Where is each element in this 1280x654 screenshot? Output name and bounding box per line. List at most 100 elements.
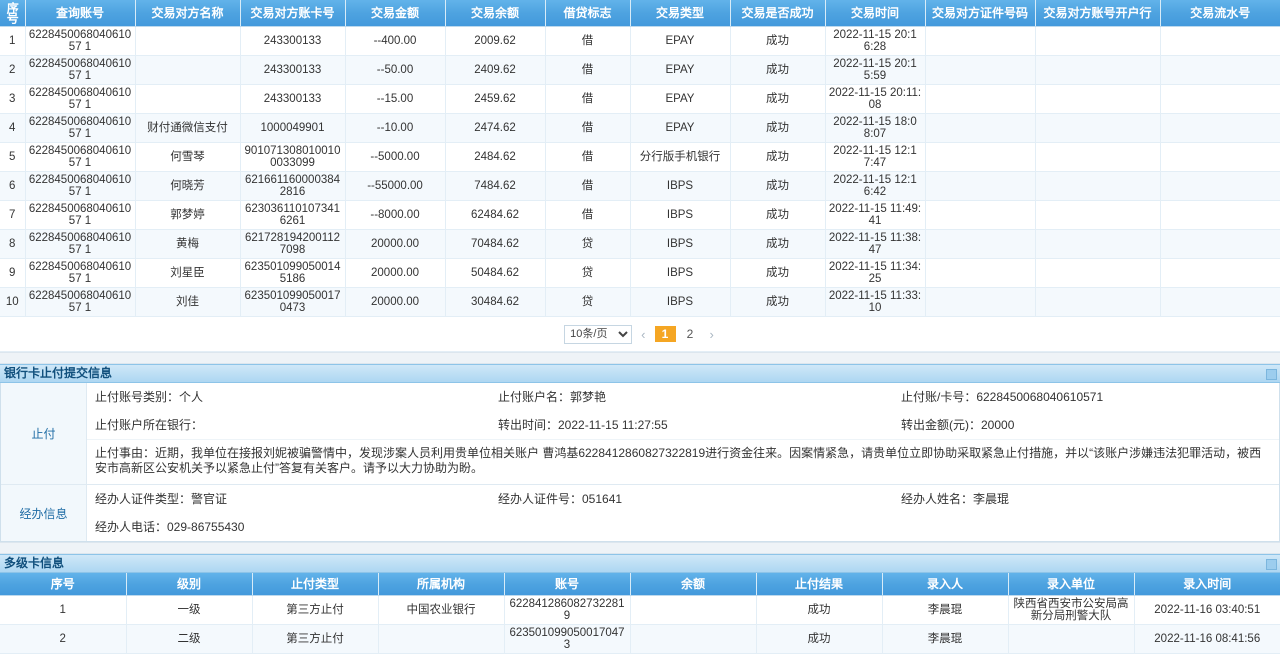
cell-seq: 1	[0, 26, 26, 56]
chevron-right-icon[interactable]: ›	[709, 326, 714, 342]
card-col-header-unit[interactable]: 录入单位	[1008, 573, 1135, 596]
card-col-header-seq[interactable]: 序号	[0, 573, 127, 596]
cell-balance: 2484.62	[445, 142, 546, 172]
card-cell-time: 2022-11-16 03:40:51	[1134, 595, 1280, 625]
card-col-header-stop-type[interactable]: 止付类型	[252, 573, 379, 596]
resize-handle-icon-2[interactable]	[1266, 559, 1277, 570]
multi-card-table: 序号 级别 止付类型 所属机构 账号 余额 止付结果 录入人 录入单位 录入时间…	[0, 573, 1280, 654]
cell-success: 成功	[730, 142, 826, 172]
table-row[interactable]: 2 622845006804061057 1 243300133 --50.00 240…	[0, 55, 1280, 85]
cell-counter-bank	[1035, 229, 1161, 259]
col-header-success[interactable]: 交易是否成功	[730, 0, 826, 27]
card-col-header-org[interactable]: 所属机构	[378, 573, 505, 596]
cell-counter-name: 何晓芳	[135, 171, 241, 201]
field-operator-id-type: 经办人证件类型：警官证	[95, 492, 228, 506]
table-row[interactable]: 4 622845006804061057 1 财付通微信支付 1000049901 --…	[0, 113, 1280, 143]
field-operator-phone: 经办人电话：029-86755430	[95, 520, 245, 534]
cell-seq: 9	[0, 258, 26, 288]
col-header-counter-bank[interactable]: 交易对方账号开户行	[1035, 0, 1161, 27]
table-row[interactable]: 1 一级 第三方止付 中国农业银行 6228412860827322819 成功 李晨琨 陕西…	[0, 595, 1280, 625]
cell-counter-card: 6235010990500170473	[240, 287, 346, 317]
cell-seq: 7	[0, 200, 26, 230]
cell-dc-flag: 借	[545, 113, 631, 143]
cell-seq: 2	[0, 55, 26, 85]
cell-seq: 4	[0, 113, 26, 143]
page-size-select[interactable]: 10条/页20条/页50条/页100条/页	[564, 324, 633, 344]
card-col-header-level[interactable]: 级别	[126, 573, 253, 596]
table-row[interactable]: 7 622845006804061057 1 郭梦婷 6230361101073416…	[0, 200, 1280, 230]
cell-seq: 5	[0, 142, 26, 172]
cell-dc-flag: 贷	[545, 229, 631, 259]
cell-counter-card: 243300133	[240, 55, 346, 85]
card-col-header-account[interactable]: 账号	[504, 573, 631, 596]
stop-fields-line1: 止付账号类别：个人 止付账户名：郭梦艳 止付账/卡号：6228450068040…	[87, 383, 1279, 411]
cell-counter-name: 刘星臣	[135, 258, 241, 288]
col-header-counter-card[interactable]: 交易对方账卡号	[240, 0, 346, 27]
card-col-header-time[interactable]: 录入时间	[1134, 573, 1280, 596]
table-row[interactable]: 1 622845006804061057 1 243300133 --400.00 20…	[0, 26, 1280, 56]
table-row[interactable]: 8 622845006804061057 1 黄梅 62172819420011270…	[0, 229, 1280, 259]
transaction-table-wrapper: 序号 查询账号 交易对方名称 交易对方账卡号 交易金额 交易余额 借贷标志 交易…	[0, 0, 1280, 317]
stop-payment-section-bar[interactable]: 银行卡止付提交信息	[0, 364, 1280, 383]
page-number-1[interactable]: 1	[654, 326, 676, 342]
cell-time: 2022-11-15 11:38:47	[825, 229, 926, 259]
card-col-header-balance[interactable]: 余额	[630, 573, 757, 596]
info-label-operator: 经办信息	[1, 485, 87, 541]
cell-time: 2022-11-15 11:34:25	[825, 258, 926, 288]
col-header-dc-flag[interactable]: 借贷标志	[545, 0, 631, 27]
chevron-left-icon[interactable]: ‹	[641, 326, 646, 342]
card-cell-balance	[630, 624, 757, 654]
section-gap-2	[0, 542, 1280, 554]
card-col-header-operator[interactable]: 录入人	[882, 573, 1009, 596]
cell-counter-bank	[1035, 200, 1161, 230]
cell-success: 成功	[730, 171, 826, 201]
multi-card-section-bar[interactable]: 多级卡信息	[0, 554, 1280, 573]
card-cell-seq: 1	[0, 595, 127, 625]
table-row[interactable]: 3 622845006804061057 1 243300133 --15.00 245…	[0, 84, 1280, 114]
cell-counter-bank	[1035, 258, 1161, 288]
cell-account: 622845006804061057 1	[25, 26, 136, 56]
cell-serial	[1160, 287, 1280, 317]
col-header-account[interactable]: 查询账号	[25, 0, 136, 27]
cell-counter-name	[135, 55, 241, 85]
col-header-serial[interactable]: 交易流水号	[1160, 0, 1280, 27]
resize-handle-icon[interactable]	[1266, 369, 1277, 380]
info-body-stop: 止付账号类别：个人 止付账户名：郭梦艳 止付账/卡号：6228450068040…	[87, 383, 1279, 484]
table-row[interactable]: 10 622845006804061057 1 刘佳 6235010990500170…	[0, 287, 1280, 317]
col-header-type[interactable]: 交易类型	[630, 0, 731, 27]
info-body-operator: 经办人证件类型：警官证 经办人证件号：051641 经办人姓名：李晨琨 经办人电…	[87, 485, 1279, 541]
transaction-header-row: 序号 查询账号 交易对方名称 交易对方账卡号 交易金额 交易余额 借贷标志 交易…	[0, 0, 1280, 27]
info-row-operator: 经办信息 经办人证件类型：警官证 经办人证件号：051641 经办人姓名：李晨琨…	[1, 485, 1279, 541]
cell-balance: 62484.62	[445, 200, 546, 230]
cell-counter-id	[925, 200, 1036, 230]
cell-counter-id	[925, 142, 1036, 172]
table-row[interactable]: 2 二级 第三方止付 6235010990500170473 成功 李晨琨 2022-11-…	[0, 624, 1280, 654]
card-cell-unit: 陕西省西安市公安局高新分局刑警大队	[1008, 595, 1135, 625]
table-row[interactable]: 9 622845006804061057 1 刘星臣 6235010990500145…	[0, 258, 1280, 288]
cell-type: EPAY	[630, 55, 731, 85]
cell-type: IBPS	[630, 200, 731, 230]
card-cell-result: 成功	[756, 624, 883, 654]
cell-type: IBPS	[630, 258, 731, 288]
cell-counter-card: 9010713080100100033099	[240, 142, 346, 172]
transaction-body: 1 622845006804061057 1 243300133 --400.00 20…	[0, 26, 1280, 317]
cell-counter-bank	[1035, 55, 1161, 85]
card-col-header-result[interactable]: 止付结果	[756, 573, 883, 596]
col-header-counter-name[interactable]: 交易对方名称	[135, 0, 241, 27]
cell-success: 成功	[730, 84, 826, 114]
col-header-counter-id[interactable]: 交易对方证件号码	[925, 0, 1036, 27]
cell-amount: --10.00	[345, 113, 446, 143]
col-header-balance[interactable]: 交易余额	[445, 0, 546, 27]
col-header-amount[interactable]: 交易金额	[345, 0, 446, 27]
page-number-2[interactable]: 2	[686, 327, 694, 341]
cell-amount: --5000.00	[345, 142, 446, 172]
cell-balance: 2474.62	[445, 113, 546, 143]
card-cell-account: 6228412860827322819	[504, 595, 631, 625]
col-header-seq[interactable]: 序号	[0, 0, 26, 27]
table-row[interactable]: 5 622845006804061057 1 何雪琴 9010713080100100…	[0, 142, 1280, 172]
cell-balance: 50484.62	[445, 258, 546, 288]
operator-fields-line1: 经办人证件类型：警官证 经办人证件号：051641 经办人姓名：李晨琨	[87, 485, 1279, 513]
table-row[interactable]: 6 622845006804061057 1 何晓芳 6216611600003842…	[0, 171, 1280, 201]
section-gap	[0, 352, 1280, 364]
col-header-time[interactable]: 交易时间	[825, 0, 926, 27]
